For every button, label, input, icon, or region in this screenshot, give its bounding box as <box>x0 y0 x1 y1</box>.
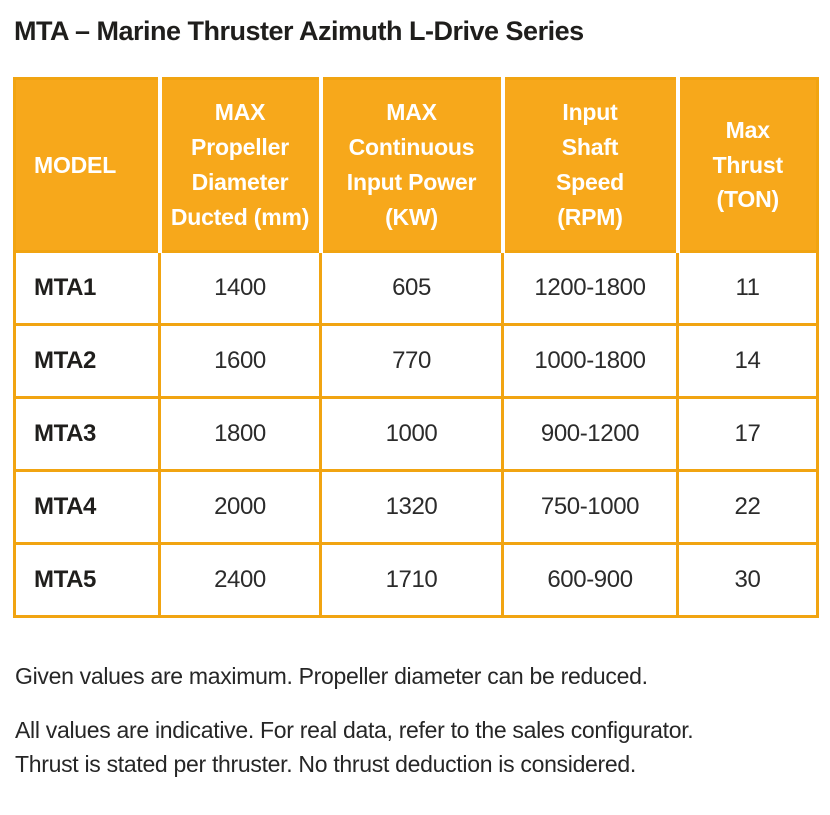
header-row: MODEL MAX Propeller Diameter Ducted (mm)… <box>14 78 818 252</box>
table-row-mta1: MTA1 1400 605 1200-1800 11 <box>13 250 819 326</box>
propeller-diameter-cell: 1800 <box>158 396 322 472</box>
max-thrust-cell: 11 <box>676 250 819 326</box>
table-row-mta2: MTA2 1600 770 1000-1800 14 <box>13 323 819 399</box>
propeller-diameter-cell: 2400 <box>158 542 322 618</box>
model-cell: MTA5 <box>13 542 161 618</box>
table-header: MODEL MAX Propeller Diameter Ducted (mm)… <box>14 78 818 252</box>
input-power-cell: 1320 <box>319 469 504 545</box>
input-power-cell: 1000 <box>319 396 504 472</box>
column-header-model: MODEL <box>14 78 162 252</box>
propeller-diameter-cell: 1600 <box>158 323 322 399</box>
spec-table: MODEL MAX Propeller Diameter Ducted (mm)… <box>13 77 819 618</box>
shaft-speed-cell: 1000-1800 <box>501 323 679 399</box>
model-cell: MTA2 <box>13 323 161 399</box>
input-power-cell: 1710 <box>319 542 504 618</box>
input-power-cell: 770 <box>319 323 504 399</box>
table-row-mta3: MTA3 1800 1000 900-1200 17 <box>13 396 819 472</box>
propeller-diameter-cell: 1400 <box>158 250 322 326</box>
note-indicative-values: All values are indicative. For real data… <box>15 717 694 777</box>
shaft-speed-cell: 1200-1800 <box>501 250 679 326</box>
column-header-propeller-diameter: MAX Propeller Diameter Ducted (mm) <box>159 78 323 252</box>
propeller-diameter-cell: 2000 <box>158 469 322 545</box>
table-body: MTA1 1400 605 1200-1800 11 MTA2 1600 770… <box>13 250 819 618</box>
shaft-speed-cell: 750-1000 <box>501 469 679 545</box>
column-header-max-thrust: Max Thrust (TON) <box>677 78 818 252</box>
max-thrust-cell: 22 <box>676 469 819 545</box>
shaft-speed-cell: 900-1200 <box>501 396 679 472</box>
max-thrust-cell: 14 <box>676 323 819 399</box>
model-cell: MTA1 <box>13 250 161 326</box>
footnotes: Given values are maximum. Propeller diam… <box>15 660 830 781</box>
shaft-speed-cell: 600-900 <box>501 542 679 618</box>
column-header-shaft-speed: Input Shaft Speed (RPM) <box>502 78 680 252</box>
max-thrust-cell: 30 <box>676 542 819 618</box>
table-row-mta5: MTA5 2400 1710 600-900 30 <box>13 542 819 618</box>
input-power-cell: 605 <box>319 250 504 326</box>
table-row-mta4: MTA4 2000 1320 750-1000 22 <box>13 469 819 545</box>
column-header-input-power: MAX Continuous Input Power (KW) <box>320 78 505 252</box>
model-cell: MTA4 <box>13 469 161 545</box>
page-title: MTA – Marine Thruster Azimuth L-Drive Se… <box>14 16 584 46</box>
note-max-values: Given values are maximum. Propeller diam… <box>15 663 648 689</box>
model-cell: MTA3 <box>13 396 161 472</box>
max-thrust-cell: 17 <box>676 396 819 472</box>
